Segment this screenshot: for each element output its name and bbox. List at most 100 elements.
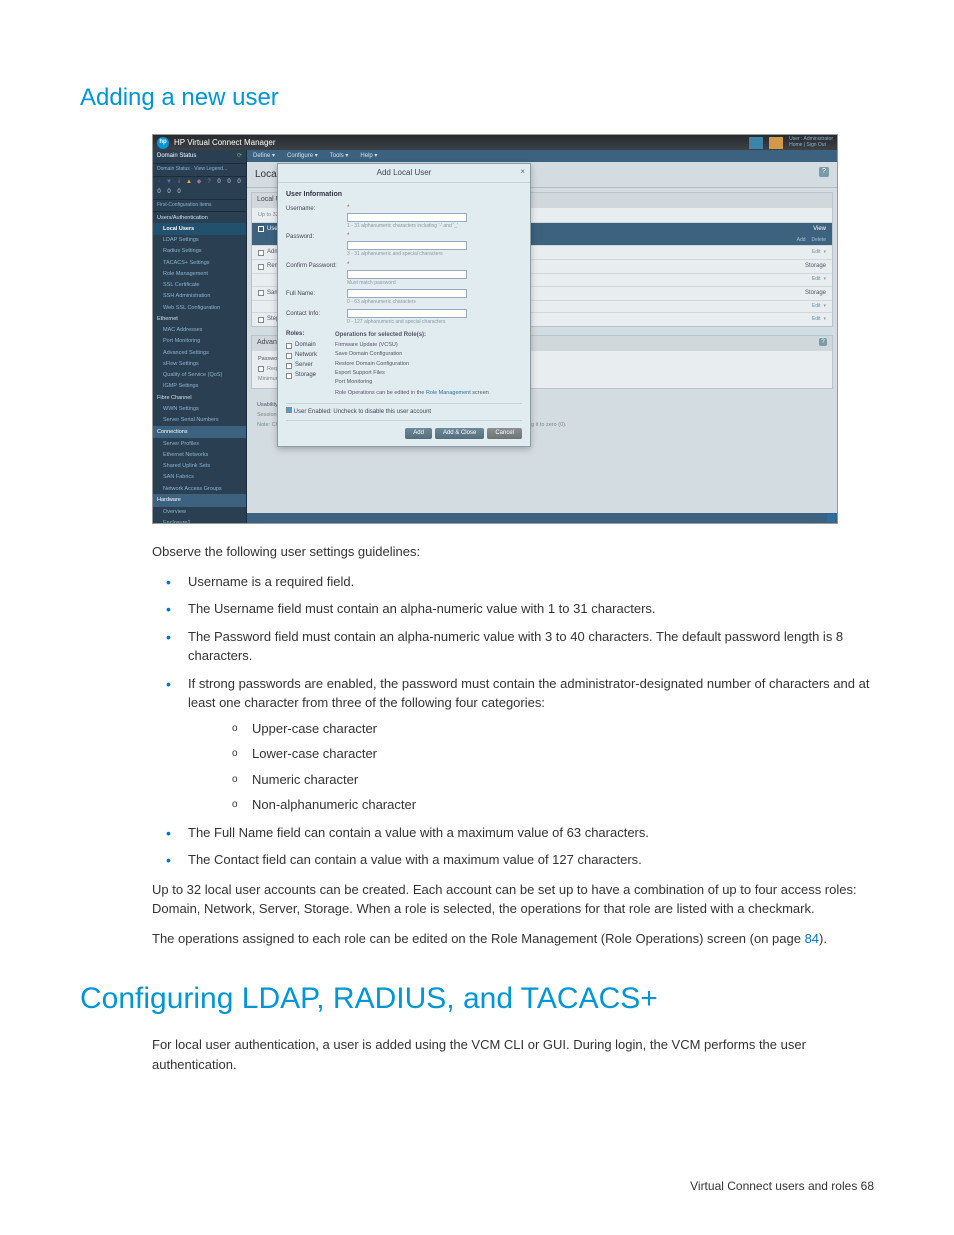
delete-link[interactable]: Delete: [812, 237, 826, 245]
menu-help[interactable]: Help ▾: [360, 152, 377, 161]
hint-username: 1 - 31 alphanumeric characters including…: [347, 223, 522, 231]
ops-note-link[interactable]: Role Management: [426, 390, 471, 396]
heading-ldap-radius-tacacs: Configuring LDAP, RADIUS, and TACACS+: [80, 976, 874, 1021]
sidebar-item-wwn[interactable]: WWN Settings: [153, 403, 246, 414]
dlg-user-info: User Information: [286, 190, 522, 201]
ops-note-pre: Role Operations can be edited in the: [335, 390, 426, 396]
sidebar-item-sus[interactable]: Shared Uplink Sets: [153, 461, 246, 472]
sub-4: Non-alphanumeric character: [224, 795, 874, 815]
sidebar-item-ldap[interactable]: LDAP Settings: [153, 235, 246, 246]
input-fullname[interactable]: [347, 289, 467, 298]
col-priv: View: [813, 225, 826, 234]
dialog-title: Add Local User: [377, 167, 432, 179]
sidebar-item-enc1[interactable]: Enclosure1: [153, 518, 246, 524]
para-ops-post: ).: [819, 931, 827, 946]
role-server: Server: [295, 361, 313, 370]
sidebar-item-tacacs[interactable]: TACACS+ Settings: [153, 257, 246, 268]
sidebar-item-localusers[interactable]: Local Users: [153, 223, 246, 234]
add-link[interactable]: Add: [797, 237, 806, 245]
sidebar-item-webssl[interactable]: Web SSL Configuration: [153, 302, 246, 313]
ops-header: Operations for selected Role(s):: [335, 331, 489, 340]
btn-cancel[interactable]: Cancel: [487, 428, 522, 439]
help-icon-2[interactable]: ?: [819, 338, 827, 346]
chk-network[interactable]: [286, 353, 292, 359]
sidebar-item-igmp[interactable]: IGMP Settings: [153, 381, 246, 392]
op-fw: Firmware Update (VCSU): [335, 341, 489, 349]
chk-domain[interactable]: [286, 343, 292, 349]
sidebar-item-ssn[interactable]: Server Serial Numbers: [153, 415, 246, 426]
input-contact[interactable]: [347, 309, 467, 318]
sidebar-sect-hardware: Hardware: [153, 494, 246, 506]
op-restore: Restore Domain Configuration: [335, 360, 489, 368]
top-icon-2[interactable]: [769, 137, 783, 149]
app-screenshot: hp HP Virtual Connect Manager User : Adm…: [152, 134, 838, 524]
lbl-username: Username:: [286, 204, 342, 214]
sidebar-item-overview[interactable]: Overview: [153, 507, 246, 518]
sidebar-item-profiles[interactable]: Server Profiles: [153, 438, 246, 449]
close-icon[interactable]: ×: [520, 166, 525, 178]
row-priv2: Storage: [805, 289, 826, 298]
lbl-password: Password:: [286, 232, 342, 242]
sidebar-domain-status: Domain Status⟳: [153, 150, 246, 164]
menu-configure[interactable]: Configure ▾: [287, 152, 318, 161]
help-icon[interactable]: ?: [819, 167, 829, 177]
heading-adding-user: Adding a new user: [80, 80, 874, 116]
footer-icon[interactable]: [827, 514, 835, 522]
role-network: Network: [295, 351, 317, 360]
chk-server[interactable]: [286, 363, 292, 369]
sidebar-item-sflow[interactable]: sFlow Settings: [153, 358, 246, 369]
guidelines-list: Username is a required field. The Userna…: [152, 572, 874, 870]
sidebar-item-san[interactable]: SAN Fabrics: [153, 472, 246, 483]
sidebar-item-mac[interactable]: MAC Addresses: [153, 325, 246, 336]
page-link-84[interactable]: 84: [805, 931, 819, 946]
sidebar-status-link[interactable]: Domain Status · View Legend...: [153, 164, 246, 177]
sidebar-item-portmon[interactable]: Port Monitoring: [153, 336, 246, 347]
sidebar-item-rolemgmt[interactable]: Role Management: [153, 268, 246, 279]
sidebar-cat-fc[interactable]: Fibre Channel: [153, 392, 246, 403]
edit-link-2[interactable]: Edit: [812, 276, 821, 284]
input-username[interactable]: [347, 213, 467, 222]
hp-logo-icon: hp: [157, 137, 169, 149]
bullet-4: If strong passwords are enabled, the pas…: [152, 674, 874, 815]
sidebar-item-advset[interactable]: Advanced Settings: [153, 347, 246, 358]
input-password[interactable]: [347, 241, 467, 250]
btn-add[interactable]: Add: [405, 428, 432, 439]
sidebar-item-radius[interactable]: Radius Settings: [153, 246, 246, 257]
ops-note-post: screen: [471, 390, 489, 396]
sidebar-item-usersauth[interactable]: Users/Authentication: [153, 212, 246, 223]
para-ops-pre: The operations assigned to each role can…: [152, 931, 805, 946]
edit-link[interactable]: Edit: [812, 249, 821, 257]
chk-user-enabled[interactable]: [286, 407, 292, 413]
refresh-icon[interactable]: ⟳: [237, 152, 242, 161]
sidebar-item-sslcert[interactable]: SSL Certificate: [153, 280, 246, 291]
menu-tools[interactable]: Tools ▾: [330, 152, 349, 161]
sub-2: Lower-case character: [224, 744, 874, 764]
bullet-1: Username is a required field.: [152, 572, 874, 592]
bullet-3: The Password field must contain an alpha…: [152, 627, 874, 666]
chk-storage[interactable]: [286, 373, 292, 379]
user-block: User : Administrator Home | Sign Out: [789, 137, 833, 148]
edit-link-3[interactable]: Edit: [812, 303, 821, 311]
hint-confirm: Must match password: [347, 280, 522, 288]
sidebar-item-sshadmin[interactable]: SSH Administration: [153, 291, 246, 302]
top-icon-1[interactable]: [749, 137, 763, 149]
sidebar-item-nag[interactable]: Network Access Groups: [153, 483, 246, 494]
row-priv: Storage: [805, 262, 826, 271]
sidebar-section1: First-Configuration items: [153, 200, 246, 213]
para-upto32: Up to 32 local user accounts can be crea…: [152, 880, 874, 919]
input-confirm[interactable]: [347, 270, 467, 279]
op-portmon: Port Monitoring: [335, 378, 489, 386]
require-strong-chk[interactable]: [258, 366, 264, 372]
hint-contact: 0 - 127 alphanumeric and special charact…: [347, 319, 522, 327]
edit-link-4[interactable]: Edit: [812, 316, 821, 324]
menu-define[interactable]: Define ▾: [253, 152, 275, 161]
app-title: HP Virtual Connect Manager: [174, 137, 276, 149]
intro-para: Observe the following user settings guid…: [152, 542, 874, 562]
hint-fullname: 0 - 63 alphanumeric characters: [347, 299, 522, 307]
user-line2[interactable]: Home | Sign Out: [789, 143, 833, 149]
btn-addclose[interactable]: Add & Close: [435, 428, 484, 439]
app-titlebar: hp HP Virtual Connect Manager User : Adm…: [153, 135, 837, 150]
sidebar-item-ethnet[interactable]: Ethernet Networks: [153, 449, 246, 460]
sidebar-item-qos[interactable]: Quality of Service (QoS): [153, 370, 246, 381]
sidebar-cat-ethernet[interactable]: Ethernet: [153, 313, 246, 324]
